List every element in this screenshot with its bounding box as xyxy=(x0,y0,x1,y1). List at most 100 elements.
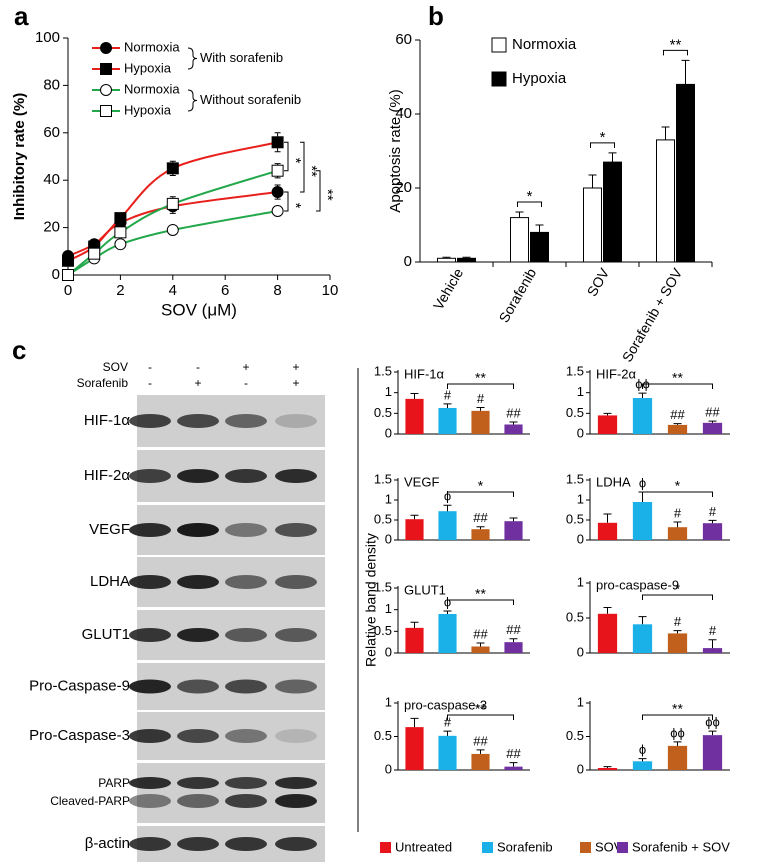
sig-label: ** xyxy=(672,370,683,386)
blot-band xyxy=(129,469,171,483)
chart-title: HIF-1α xyxy=(404,366,445,381)
sig-marker: ## xyxy=(473,626,488,641)
blot-label: PARP xyxy=(98,776,130,790)
error-bar xyxy=(509,517,518,522)
blot-row-label: SOV xyxy=(103,360,128,374)
blot-band xyxy=(225,777,267,789)
error-bar xyxy=(476,642,485,647)
bar xyxy=(438,614,457,653)
bar xyxy=(504,642,523,653)
sig-label: ** xyxy=(670,36,682,53)
legend-label: Sorafenib + SOV xyxy=(632,839,730,854)
sig-label: ** xyxy=(475,701,486,717)
legend-swatch xyxy=(491,37,507,53)
point xyxy=(166,162,179,175)
point xyxy=(114,238,127,251)
y-tick-label: 1 xyxy=(385,601,392,616)
bar xyxy=(597,613,618,653)
blot-band xyxy=(225,628,267,642)
bar xyxy=(530,231,549,263)
blot-band xyxy=(225,414,267,428)
y-tick-label: 0 xyxy=(385,761,392,776)
bar xyxy=(471,646,490,653)
chart-title: VEGF xyxy=(404,474,439,489)
x-tick-label: Sorafenib xyxy=(495,265,539,325)
y-tick-label: 0.5 xyxy=(374,728,392,743)
blot-band xyxy=(275,523,317,537)
y-tick-label: 0.5 xyxy=(566,511,584,526)
bar xyxy=(667,633,688,653)
bar xyxy=(702,422,723,434)
y-tick-label: 0.5 xyxy=(566,609,584,624)
error-bar xyxy=(638,392,647,399)
x-tick-label: 2 xyxy=(116,282,124,299)
sig-bracket xyxy=(517,201,542,208)
legend-swatch xyxy=(580,842,591,853)
bar xyxy=(504,424,523,434)
blot-band xyxy=(177,469,219,483)
legend-marker xyxy=(100,42,112,54)
blot-sign: - xyxy=(244,376,248,390)
sig-label: * xyxy=(287,158,304,164)
bar xyxy=(583,187,602,263)
error-bar xyxy=(681,59,690,85)
bar xyxy=(632,502,653,540)
sig-label: ** xyxy=(319,189,336,201)
chart-title: pro-caspase-3 xyxy=(404,697,487,712)
y-tick-label: 1 xyxy=(385,384,392,399)
bar xyxy=(632,624,653,653)
sig-marker: # xyxy=(709,504,717,519)
legend-label: Hypoxia xyxy=(512,70,567,87)
y-tick-label: 60 xyxy=(395,31,412,48)
bar xyxy=(702,523,723,540)
legend-marker xyxy=(100,105,112,117)
legend-label: Sorafenib xyxy=(497,839,553,854)
error-bar xyxy=(509,638,518,643)
sig-marker: ## xyxy=(473,510,488,525)
error-bar xyxy=(443,610,452,614)
sig-marker: # xyxy=(444,715,452,730)
sig-marker: # xyxy=(477,391,485,406)
error-bar xyxy=(673,521,682,528)
blot-label: VEGF xyxy=(89,521,130,538)
sig-marker: ## xyxy=(506,405,521,420)
y-tick-label: 1 xyxy=(577,694,584,709)
point xyxy=(271,186,284,199)
error-bar xyxy=(708,519,717,524)
blot-band xyxy=(225,575,267,589)
bar xyxy=(471,753,490,770)
bar xyxy=(438,735,457,770)
sig-label: * xyxy=(675,581,681,597)
error-bar xyxy=(476,407,485,411)
y-tick-label: 0 xyxy=(577,761,584,776)
y-tick-label: 1 xyxy=(385,491,392,506)
y-tick-label: 0.5 xyxy=(566,728,584,743)
y-tick-label: 40 xyxy=(395,105,412,122)
error-bar xyxy=(410,717,419,728)
chart-title: LDHA xyxy=(596,474,631,489)
sig-label: ** xyxy=(475,370,486,386)
blot-band xyxy=(129,575,171,589)
blot-sign: + xyxy=(292,360,299,374)
y-tick-label: 0 xyxy=(577,531,584,546)
bar xyxy=(405,627,424,653)
sig-marker: # xyxy=(674,614,682,629)
chart-title: pro-caspase-9 xyxy=(596,577,679,592)
legend-label: Normoxia xyxy=(512,36,577,53)
y-tick-label: 60 xyxy=(43,124,60,141)
sig-bracket xyxy=(642,491,713,497)
legend-label: Hypoxia xyxy=(124,60,172,75)
x-tick-label: 4 xyxy=(169,282,177,299)
sig-bracket xyxy=(447,383,514,389)
blot-band xyxy=(225,469,267,483)
sig-marker: ## xyxy=(506,746,521,761)
blot-sign: - xyxy=(148,360,152,374)
blot-band xyxy=(225,729,267,743)
error-bar xyxy=(673,741,682,746)
error-bar xyxy=(708,730,717,736)
y-tick-label: 40 xyxy=(43,171,60,188)
y-tick-label: 0.5 xyxy=(374,405,392,420)
point xyxy=(271,164,284,177)
blot-band xyxy=(225,794,267,808)
